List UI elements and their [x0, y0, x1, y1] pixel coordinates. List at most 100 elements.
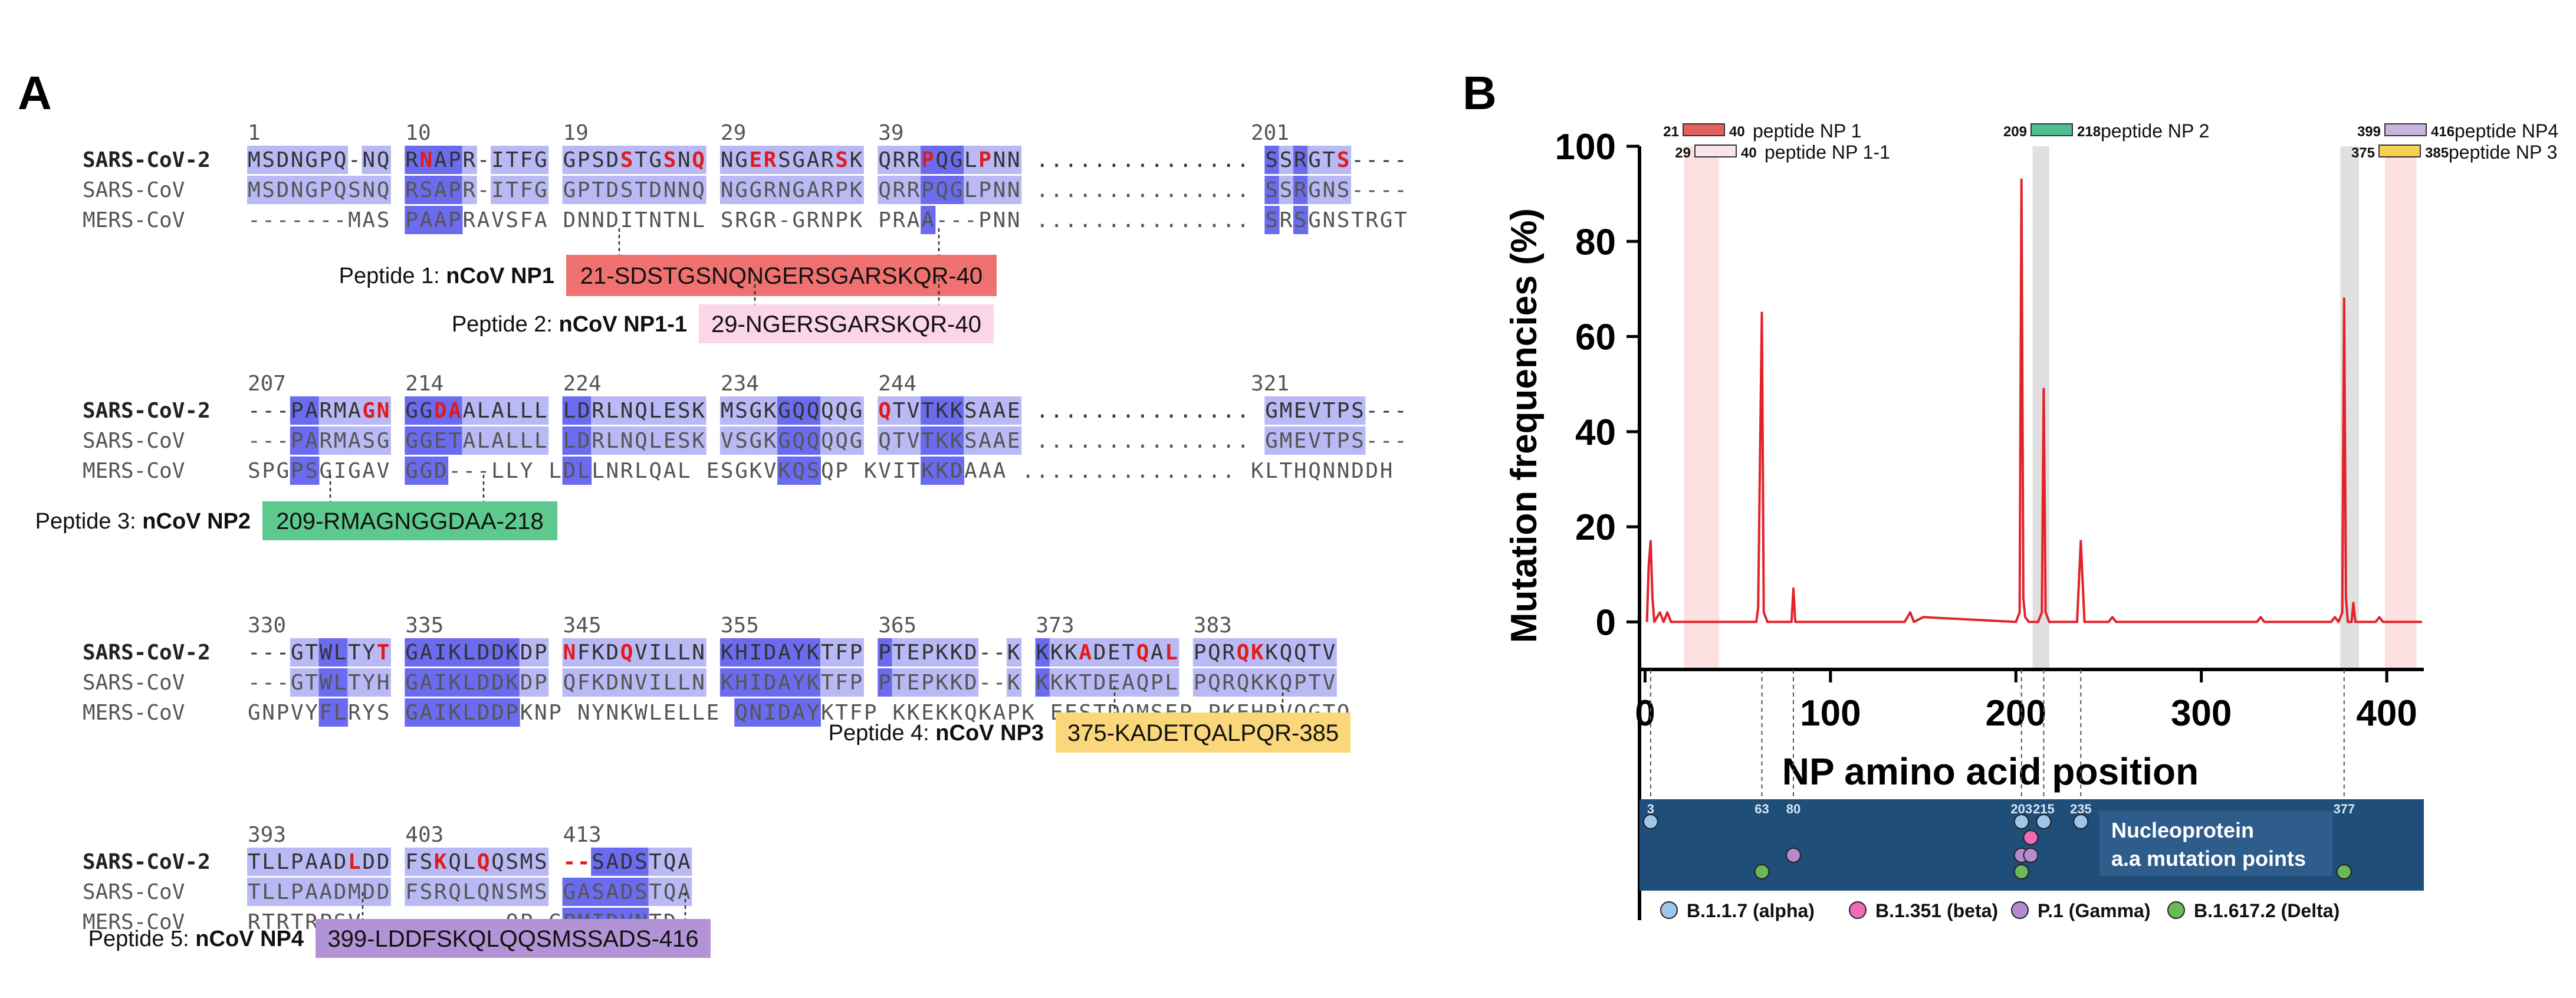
- position-number: 383: [1194, 613, 1232, 638]
- peptide-label-name: peptide NP 2: [2101, 120, 2209, 142]
- sequence-row: SARS-CoV-2 TLLPAADLDD FSKQLQQSMS --SADSTQ…: [83, 848, 692, 876]
- position-number: 29: [721, 121, 746, 145]
- peptide-end: 218: [2077, 124, 2101, 140]
- lineage-dot: [2023, 848, 2039, 863]
- position-number: 413: [563, 823, 602, 847]
- sequence-text: MSDNGPQSNQ RSAPR-ITFG GPTDSTDNNQ NGGRNGA…: [248, 178, 1407, 202]
- position-number: 345: [563, 613, 602, 638]
- x-axis-label: NP amino acid position: [1782, 750, 2199, 793]
- panel-a-label: A: [18, 67, 52, 119]
- mutation-chart: 0 20 40 60 80 100 0 100 200 300 400 Mutation freque…: [1504, 120, 2558, 921]
- sequence-row: SARS-CoV ---PARMASG GGETALALLL LDRLNQLESK…: [83, 426, 1407, 455]
- sequence-name: SARS-CoV: [83, 178, 185, 202]
- lineage-legend-item: B.1.351 (beta): [1849, 900, 1998, 921]
- sequence-name: MERS-CoV: [83, 701, 185, 725]
- position-number: 207: [248, 372, 286, 396]
- mutation-frequency-line: [1645, 178, 2422, 623]
- x-tick-label: 400: [2356, 693, 2417, 734]
- alignment-panel: 1 10 19 29 39 201 SARS-CoV-2 MSDNGPQ-NQ RNAPR-I…: [35, 121, 1407, 958]
- sequence-name: SARS-CoV: [83, 429, 185, 453]
- y-tick-label: 40: [1575, 412, 1616, 453]
- mutation-point-label: 377: [2333, 802, 2355, 816]
- peptide-end: 416: [2431, 124, 2455, 140]
- lineage-legend-item: B.1.1.7 (alpha): [1660, 900, 1815, 921]
- position-number: 330: [248, 613, 286, 638]
- sequence-row: MERS-CoV -------MAS PAAPRAVSFA DNNDITNTNL…: [83, 206, 1407, 234]
- peptide-sequence: 29-NGERSGARSKQR-40: [711, 311, 981, 337]
- peptide-annotation: Peptide 1: nCoV NP1 21-SDSTGSNQNGERSGARSK…: [339, 228, 997, 296]
- peptide-region-label: 209 218 peptide NP 2: [2003, 120, 2209, 142]
- position-number: 39: [878, 121, 903, 145]
- sequence-row: MERS-CoV SPGPSGIGAV GGD---LLY LDLLNRLQAL …: [83, 457, 1392, 485]
- legend-label: B.1.1.7 (alpha): [1687, 900, 1815, 921]
- mutation-point-label: 235: [2070, 802, 2092, 816]
- shaded-region: [2384, 146, 2417, 669]
- peptide-prefix: Peptide 2:: [452, 312, 559, 337]
- position-number: 335: [405, 613, 443, 638]
- peptide-start: 375: [2351, 145, 2375, 161]
- position-number: 355: [721, 613, 759, 638]
- peptide-end: 40: [1729, 124, 1745, 140]
- peptide-region-label: 399 416 peptide NP4: [2357, 120, 2558, 142]
- box-title: Nucleoprotein: [2111, 818, 2254, 842]
- alignment-block: 207 214 224 234 244 321 SARS-CoV-2 ---PARMAGN G…: [35, 372, 1407, 540]
- y-tick-label: 60: [1575, 317, 1616, 358]
- position-number: 1: [248, 121, 261, 145]
- peptide-annotation: Peptide 4: nCoV NP3 375-KADETQALPQR-385: [829, 686, 1351, 753]
- peptide-prefix: Peptide 3:: [35, 509, 143, 534]
- y-tick-label: 100: [1555, 127, 1616, 168]
- peptide-annotation: Peptide 5: nCoV NP4 399-LDDFSKQLQQSMSSADS…: [88, 892, 711, 958]
- sequence-text: ---GTWLTYH GAIKLDDKDP QFKDNVILLN KHIDAYK…: [248, 671, 1335, 695]
- x-tick-label: 0: [1635, 693, 1655, 734]
- shaded-region: [1684, 146, 1720, 669]
- peptide-name: nCoV NP3: [935, 721, 1044, 746]
- mutation-point-label: 63: [1754, 802, 1769, 816]
- position-number: 365: [878, 613, 916, 638]
- svg-text:Peptide 5: nCoV NP4: Peptide 5: nCoV NP4: [88, 927, 304, 951]
- peptide-region-label: 375 385 peptide NP 3: [2351, 142, 2557, 163]
- mutation-point-label: 203: [2010, 802, 2032, 816]
- sequence-name: SARS-CoV: [83, 880, 185, 904]
- peptide-name: nCoV NP1-1: [559, 312, 687, 337]
- peptide-annotation: Peptide 3: nCoV NP2 209-RMAGNGGDAA-218: [35, 475, 557, 540]
- lineage-dot: [1785, 848, 1801, 863]
- peptide-prefix: Peptide 1:: [339, 264, 446, 288]
- sequence-name: SARS-CoV-2: [83, 399, 211, 423]
- sequence-row: SARS-CoV ---GTWLTYH GAIKLDDKDP QFKDNVILLN…: [83, 668, 1337, 697]
- peptide-label-name: peptide NP 1: [1753, 120, 1861, 142]
- alignment-block: 393 403 413 SARS-CoV-2 TLLPAADLDD FSKQLQQSMS…: [83, 823, 711, 958]
- sequence-name: SARS-CoV-2: [83, 641, 211, 665]
- svg-text:Peptide 4: nCoV NP3: Peptide 4: nCoV NP3: [829, 721, 1044, 746]
- lineage-dot: [2013, 814, 2029, 829]
- position-number: 201: [1251, 121, 1289, 145]
- sequence-row: SARS-CoV-2 ---GTWLTYT GAIKLDDKDP NFKDQVIL…: [83, 638, 1337, 667]
- position-number: 403: [405, 823, 443, 847]
- position-number: 373: [1036, 613, 1075, 638]
- peptide-end: 40: [1741, 145, 1757, 161]
- lineage-legend-item: B.1.617.2 (Delta): [2167, 900, 2340, 921]
- peptide-annotation: Peptide 2: nCoV NP1-1 29-NGERSGARSKQR-40: [452, 278, 994, 343]
- peptide-start: 29: [1675, 145, 1691, 161]
- sequence-row: SARS-CoV-2 ---PARMAGN GGDAALALLL LDRLNQLE…: [83, 396, 1407, 425]
- sequence-row: SARS-CoV-2 MSDNGPQ-NQ RNAPR-ITFG GPSDSTGS…: [83, 146, 1407, 174]
- x-tick-label: 200: [1986, 693, 2046, 734]
- sequence-text: ---PARMAGN GGDAALALLL LDRLNQLESK MSGKGQQ…: [248, 399, 1407, 423]
- peptide-name: nCoV NP4: [195, 927, 304, 951]
- svg-text:Peptide 2: nCoV NP1-1: Peptide 2: nCoV NP1-1: [452, 312, 687, 337]
- sequence-text: TLLPAADLDD FSKQLQQSMS --SADSTQA: [248, 850, 691, 874]
- peptide-sequence: 209-RMAGNGGDAA-218: [276, 508, 543, 534]
- peptide-name: nCoV NP1: [446, 264, 554, 288]
- lineage-legend-item: P.1 (Gamma): [2011, 900, 2151, 921]
- x-tick-label: 300: [2171, 693, 2232, 734]
- lineage-dot: [2023, 830, 2039, 845]
- sequence-row: SARS-CoV MSDNGPQSNQ RSAPR-ITFG GPTDSTDNNQ…: [83, 176, 1407, 204]
- position-number: 214: [405, 372, 443, 396]
- peptide-label-name: peptide NP 3: [2449, 142, 2557, 163]
- sequence-text: SPGPSGIGAV GGD---LLY LDLLNRLQAL ESGKVKQS…: [248, 459, 1392, 483]
- peptide-end: 385: [2425, 145, 2449, 161]
- sequence-text: ---PARMASG GGETALALLL LDRLNQLESK VSGKGQQ…: [248, 429, 1407, 453]
- sequence-name: MERS-CoV: [83, 459, 185, 483]
- legend-label: B.1.351 (beta): [1875, 900, 1998, 921]
- lineage-dot: [2336, 864, 2352, 879]
- legend-label: P.1 (Gamma): [2038, 900, 2151, 921]
